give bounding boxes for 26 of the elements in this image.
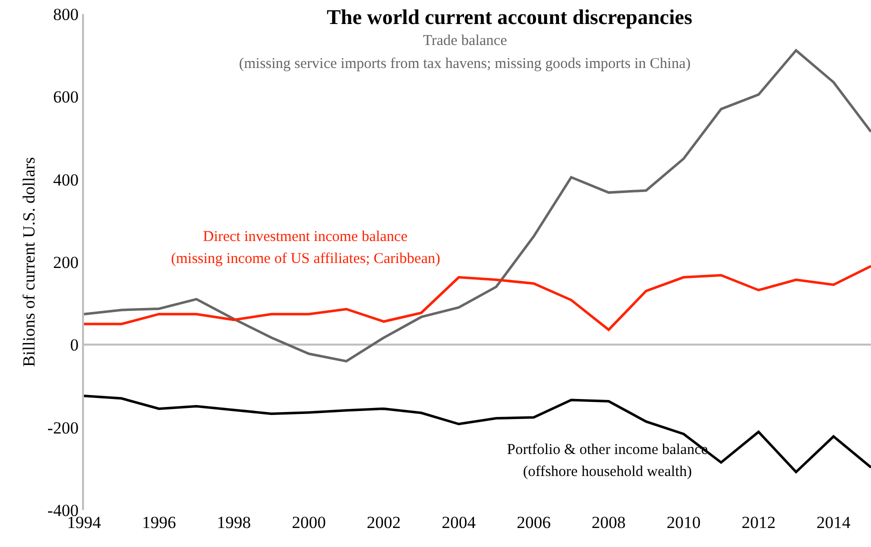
y-axis-title: Billions of current U.S. dollars	[19, 157, 38, 367]
annotation: (missing service imports from tax havens; missing goods imports in China)	[239, 56, 691, 72]
annotation: (missing income of US affiliates; Caribbean)	[171, 251, 440, 267]
chart-title: The world current account discrepancies	[326, 4, 692, 29]
y-tick-label: 200	[53, 252, 79, 272]
y-tick-label: 600	[53, 88, 79, 107]
x-tick-label: 2006	[516, 513, 551, 532]
y-tick-label: 400	[53, 170, 79, 190]
x-tick-label: 2014	[816, 513, 852, 532]
x-tick-label: 2004	[442, 513, 476, 532]
line-series	[84, 49, 871, 362]
x-tick-label: 2000	[292, 513, 326, 532]
x-tick-label: 2010	[666, 513, 701, 532]
x-tick-label: 1996	[142, 513, 176, 532]
annotation: (offshore household wealth)	[523, 464, 692, 480]
x-tick-label: 2008	[592, 513, 626, 532]
x-tick-label: 2012	[742, 513, 776, 532]
y-tick-label: -200	[47, 418, 79, 438]
text: Trade balance	[423, 33, 508, 49]
y-tick-label: 0	[70, 336, 79, 355]
x-tick-label: 1998	[216, 513, 251, 532]
x-tick-label: 2002	[366, 513, 401, 532]
series-label: Portfolio & other income balance	[507, 442, 708, 458]
y-tick-label: 800	[53, 4, 79, 24]
text: Direct investment income balance	[203, 229, 408, 245]
line-series	[84, 264, 871, 332]
